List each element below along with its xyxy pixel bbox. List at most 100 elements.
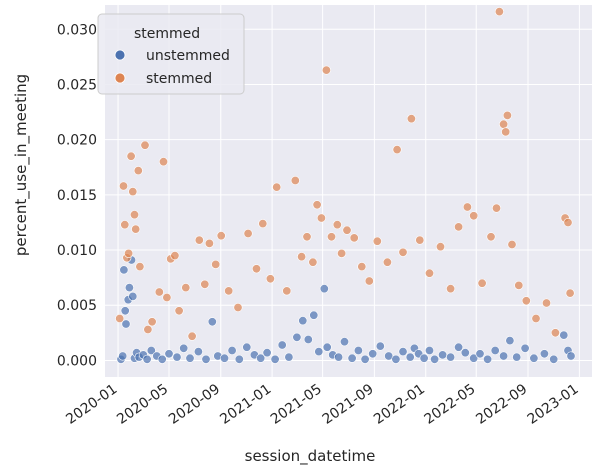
y-tick-label: 0.000 [57, 353, 97, 369]
point-unstemmed [520, 343, 530, 353]
point-stemmed [332, 220, 342, 230]
point-stemmed [406, 114, 416, 124]
x-tick-label: 2022-01 [371, 381, 428, 428]
x-tick-label: 2021-09 [320, 381, 377, 428]
point-unstemmed [164, 349, 174, 359]
point-stemmed [224, 286, 234, 296]
point-stemmed [563, 218, 573, 228]
point-stemmed [435, 242, 445, 252]
point-unstemmed [119, 265, 129, 275]
data-points [115, 7, 576, 364]
point-stemmed [297, 252, 307, 262]
point-unstemmed [309, 310, 319, 320]
point-unstemmed [529, 353, 539, 363]
point-unstemmed [499, 351, 509, 361]
point-stemmed [216, 231, 226, 241]
point-unstemmed [368, 349, 378, 359]
point-unstemmed [314, 347, 324, 357]
point-stemmed [499, 119, 509, 129]
point-unstemmed [128, 291, 138, 301]
point-unstemmed [430, 354, 440, 364]
y-tick-label: 0.030 [57, 22, 97, 38]
point-unstemmed [375, 341, 385, 351]
legend-marker-unstemmed [114, 49, 126, 61]
point-stemmed [507, 240, 517, 250]
point-stemmed [462, 202, 472, 212]
point-unstemmed [207, 317, 217, 327]
legend-box [97, 13, 245, 95]
point-unstemmed [334, 352, 344, 362]
point-stemmed [326, 232, 336, 242]
point-stemmed [316, 213, 326, 223]
point-stemmed [372, 236, 382, 246]
point-unstemmed [360, 354, 370, 364]
point-unstemmed [193, 347, 203, 357]
x-tick-label: 2023-01 [525, 381, 582, 428]
point-stemmed [265, 274, 275, 284]
point-stemmed [162, 292, 172, 302]
point-unstemmed [242, 342, 252, 352]
point-unstemmed [298, 316, 308, 326]
point-stemmed [204, 238, 214, 248]
point-unstemmed [398, 347, 408, 357]
point-stemmed [252, 264, 262, 274]
point-unstemmed [172, 352, 182, 362]
point-stemmed [521, 296, 531, 306]
point-unstemmed [419, 353, 429, 363]
point-stemmed [565, 288, 575, 298]
point-stemmed [147, 317, 157, 327]
point-stemmed [187, 331, 197, 341]
point-stemmed [349, 233, 359, 243]
point-stemmed [131, 224, 141, 234]
point-unstemmed [460, 348, 470, 358]
point-unstemmed [446, 352, 456, 362]
x-tick-label: 2022-05 [421, 381, 478, 428]
point-unstemmed [505, 336, 515, 346]
point-stemmed [159, 157, 169, 167]
point-unstemmed [256, 353, 266, 363]
y-tick-label: 0.020 [57, 133, 97, 149]
point-stemmed [302, 232, 312, 242]
point-stemmed [133, 166, 143, 176]
point-stemmed [233, 302, 243, 312]
point-unstemmed [391, 354, 401, 364]
point-stemmed [531, 313, 541, 323]
point-stemmed [514, 280, 524, 290]
point-unstemmed [438, 350, 448, 360]
point-unstemmed [303, 334, 313, 344]
point-stemmed [494, 7, 504, 17]
point-unstemmed [512, 352, 522, 362]
point-stemmed [312, 200, 322, 210]
point-stemmed [200, 279, 210, 289]
point-stemmed [194, 235, 204, 245]
point-stemmed [124, 248, 134, 258]
point-unstemmed [469, 353, 479, 363]
point-unstemmed [262, 348, 272, 358]
point-unstemmed [220, 353, 230, 363]
point-stemmed [364, 276, 374, 286]
point-unstemmed [322, 342, 332, 352]
point-unstemmed [234, 354, 244, 364]
point-stemmed [120, 220, 130, 230]
point-unstemmed [339, 337, 349, 347]
point-stemmed [174, 306, 184, 316]
x-tick-label: 2020-01 [63, 381, 120, 428]
point-stemmed [550, 328, 560, 338]
point-unstemmed [475, 349, 485, 359]
point-unstemmed [566, 351, 576, 361]
point-stemmed [541, 298, 551, 308]
point-stemmed [382, 257, 392, 267]
point-unstemmed [539, 349, 549, 359]
point-stemmed [290, 176, 300, 186]
point-stemmed [135, 262, 145, 272]
point-stemmed [272, 182, 282, 192]
x-tick-label: 2021-01 [217, 381, 274, 428]
x-tick-label: 2022-09 [473, 381, 530, 428]
point-stemmed [115, 313, 125, 323]
point-stemmed [128, 187, 138, 197]
point-unstemmed [454, 342, 464, 352]
point-stemmed [454, 222, 464, 232]
y-tick-label: 0.025 [57, 77, 97, 93]
x-tick-label: 2021-05 [268, 381, 325, 428]
